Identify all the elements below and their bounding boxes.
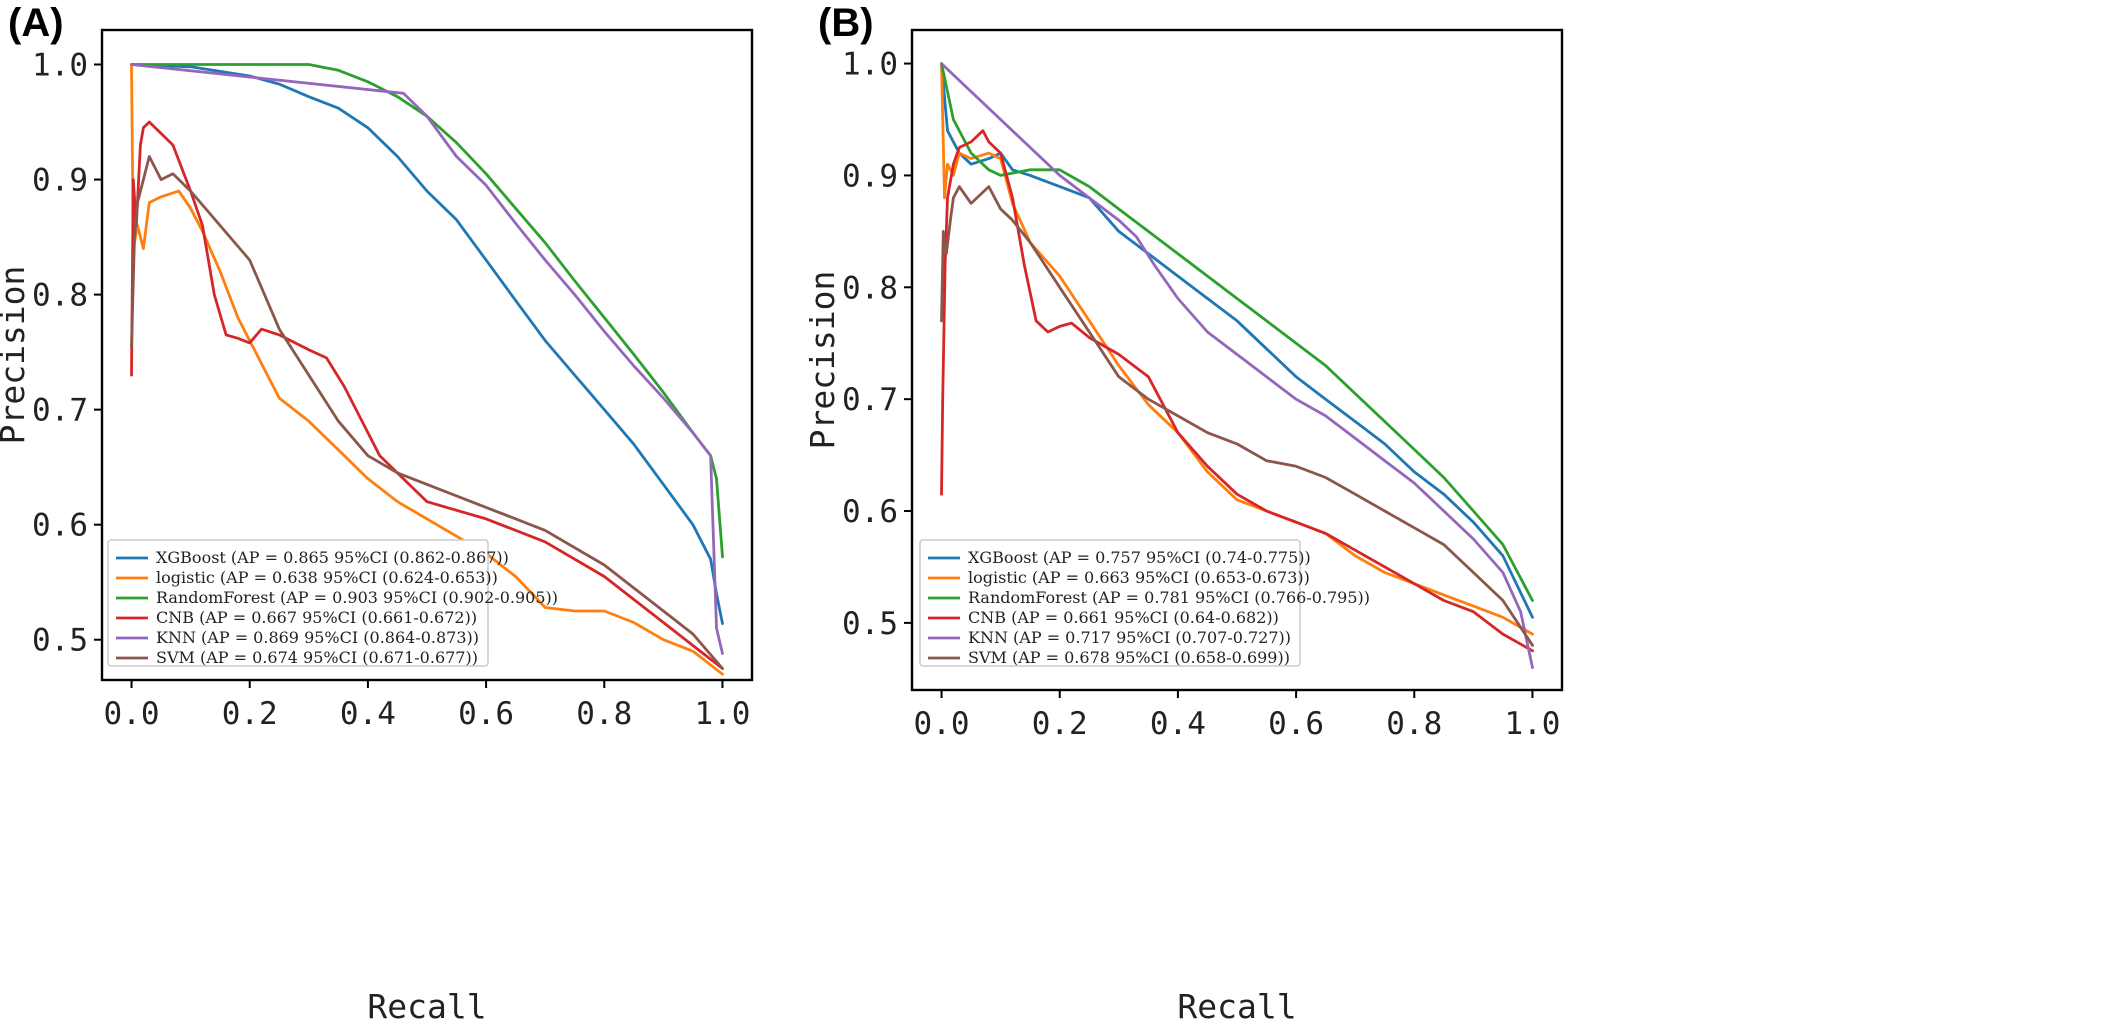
y-axis-label: Precision: [803, 271, 842, 450]
legend-entry-randomforest: RandomForest (AP = 0.903 95%CI (0.902-0.…: [156, 588, 558, 607]
x-tick-label: 0.2: [1032, 706, 1088, 742]
legend-entry-randomforest: RandomForest (AP = 0.781 95%CI (0.766-0.…: [968, 588, 1370, 607]
x-tick-label: 0.8: [1386, 706, 1442, 742]
y-tick-label: 0.5: [842, 606, 898, 642]
x-tick-label: 0.4: [340, 696, 396, 732]
y-tick-label: 0.9: [842, 158, 898, 194]
x-tick-label: 0.2: [222, 696, 278, 732]
curve-knn: [130, 63, 724, 655]
y-tick-label: 0.6: [32, 508, 88, 544]
legend-entry-xgboost: XGBoost (AP = 0.757 95%CI (0.74-0.775)): [968, 548, 1311, 567]
curve-cnb: [130, 120, 724, 670]
y-tick-label: 0.7: [32, 393, 88, 429]
legend: XGBoost (AP = 0.757 95%CI (0.74-0.775))l…: [919, 539, 1370, 667]
legend-entry-cnb: CNB (AP = 0.667 95%CI (0.661-0.672)): [156, 608, 477, 627]
chart-panel-b: (B) 0.0 0.2 0.4 0.6 0.8 1.0 0.5 0.6 0.7 0.8 0.9 1.0 R…: [803, 1, 1564, 1026]
curve-knn: [940, 62, 1534, 669]
chart-panel-a: (A) 0.0 0.2 0.4 0.6 0.8 1.0 0.5 0.6 0.7 0.8 0.9 1.0 R…: [0, 1, 754, 1026]
y-tick-label: 1.0: [32, 48, 88, 84]
legend-entry-cnb: CNB (AP = 0.661 95%CI (0.64-0.682)): [968, 608, 1279, 627]
curve-svm: [940, 185, 1534, 647]
curve-logistic: [940, 62, 1534, 636]
x-tick-label: 1.0: [1504, 706, 1560, 742]
y-axis-label: Precision: [0, 266, 32, 445]
y-tick-label: 0.7: [842, 382, 898, 418]
legend-entry-knn: KNN (AP = 0.717 95%CI (0.707-0.727)): [968, 628, 1291, 647]
panel-label: (A): [8, 1, 64, 45]
x-tick-label: 0.4: [1150, 706, 1206, 742]
plot-frame: [100, 28, 754, 682]
x-axis-label: Recall: [367, 987, 486, 1026]
y-tick-label: 0.8: [842, 270, 898, 306]
legend-entry-knn: KNN (AP = 0.869 95%CI (0.864-0.873)): [156, 628, 479, 647]
x-tick-label: 0.0: [104, 696, 160, 732]
curve-cnb: [940, 129, 1534, 653]
x-tick-label: 0.6: [1268, 706, 1324, 742]
x-axis-label: Recall: [1177, 987, 1296, 1026]
legend-box: [107, 539, 489, 667]
legend-entry-svm: SVM (AP = 0.674 95%CI (0.671-0.677)): [156, 648, 478, 667]
legend-entry-logistic: logistic (AP = 0.638 95%CI (0.624-0.653)…: [156, 568, 498, 587]
legend-entry-logistic: logistic (AP = 0.663 95%CI (0.653-0.673)…: [968, 568, 1310, 587]
y-tick-label: 0.8: [32, 278, 88, 314]
x-tick-label: 1.0: [694, 696, 750, 732]
x-tick-label: 0.8: [576, 696, 632, 732]
legend-entry-xgboost: XGBoost (AP = 0.865 95%CI (0.862-0.867)): [156, 548, 509, 567]
x-tick-label: 0.6: [458, 696, 514, 732]
curve-xgboost: [130, 63, 724, 625]
y-tick-label: 1.0: [842, 47, 898, 83]
y-tick-label: 0.6: [842, 494, 898, 530]
panel-label: (B): [818, 1, 874, 45]
y-tick-label: 0.9: [32, 163, 88, 199]
plot-frame: [910, 28, 1564, 692]
curve-randomforest: [940, 62, 1534, 602]
legend: XGBoost (AP = 0.865 95%CI (0.862-0.867))…: [107, 539, 558, 667]
x-tick-label: 0.0: [914, 706, 970, 742]
curve-svm: [130, 155, 724, 670]
y-tick-label: 0.5: [32, 623, 88, 659]
legend-entry-svm: SVM (AP = 0.678 95%CI (0.658-0.699)): [968, 648, 1290, 667]
curve-xgboost: [940, 62, 1534, 619]
curve-logistic: [130, 63, 724, 676]
legend-box: [919, 539, 1301, 667]
